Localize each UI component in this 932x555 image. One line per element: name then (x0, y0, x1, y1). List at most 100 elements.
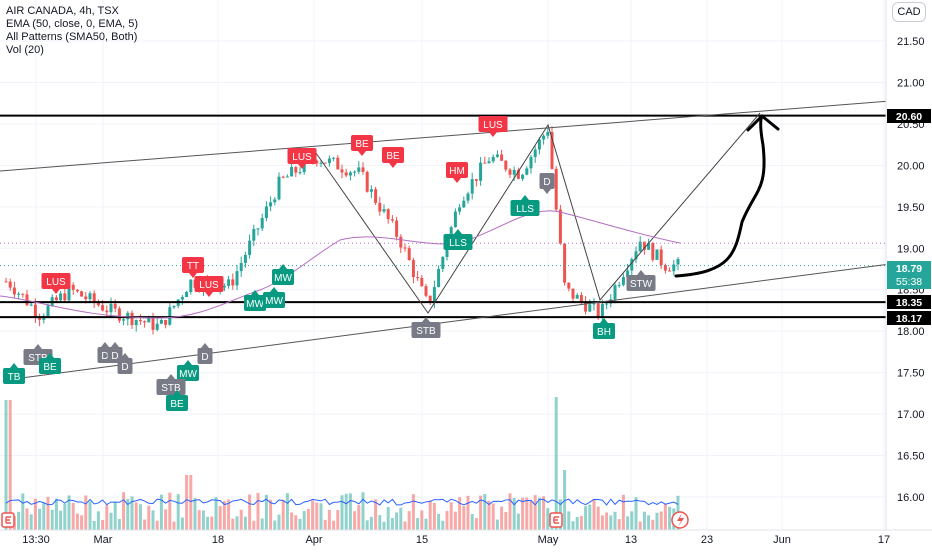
volume-bar (281, 499, 285, 530)
candle-body (155, 323, 159, 330)
candle-body (227, 279, 231, 286)
event-icons[interactable] (1, 511, 689, 529)
candle-body (33, 304, 37, 317)
volume-bar (554, 397, 558, 530)
candle-body (189, 279, 193, 293)
pattern-label-lls[interactable]: LLS (510, 195, 540, 216)
pattern-label-lus[interactable]: LUS (478, 116, 508, 137)
pattern-label-mw[interactable]: MW (272, 264, 294, 285)
candle-body (319, 162, 323, 164)
drawing-lines (0, 100, 891, 381)
pattern-label-stw[interactable]: STW (626, 270, 656, 291)
indicator-ema[interactable]: EMA (50, close, 0, EMA, 5) (6, 18, 139, 30)
pattern-label-tb[interactable]: TB (3, 363, 25, 384)
volume-bar (218, 506, 222, 530)
pattern-label-d[interactable]: D (539, 173, 555, 194)
candle-body (369, 189, 373, 192)
pattern-label-mw[interactable]: MW (177, 360, 199, 381)
pattern-label-lus[interactable]: LUS (41, 273, 71, 294)
volume-bar (512, 497, 516, 530)
volume-bar (243, 516, 247, 530)
pattern-label-be[interactable]: BE (39, 353, 61, 374)
earnings-icon[interactable] (549, 512, 563, 528)
volume-bar (453, 511, 457, 530)
volume-bar (54, 498, 58, 530)
candle-body (630, 259, 634, 271)
volume-bar (567, 511, 571, 530)
candle-body (277, 176, 281, 200)
time-tick-label: 23 (701, 534, 713, 546)
indicator-patterns[interactable]: All Patterns (SMA50, Both) (6, 31, 138, 43)
pattern-label-box (3, 368, 25, 384)
volume-bar (21, 493, 25, 530)
pattern-label-lus[interactable]: LUS (287, 148, 317, 169)
candle-body (109, 303, 113, 313)
pattern-label-tt[interactable]: TT (182, 257, 204, 278)
price-tick-label: 21.00 (897, 77, 925, 89)
pattern-label-bh[interactable]: BH (593, 318, 615, 339)
candle-body (252, 228, 256, 241)
volume-bar (151, 510, 155, 530)
pattern-label-be[interactable]: BE (382, 147, 404, 168)
candle-body (168, 307, 172, 325)
volume-bar (563, 470, 567, 530)
volume-bar (256, 492, 260, 530)
pattern-label-d[interactable]: D (117, 353, 133, 374)
volume-bar (626, 516, 630, 530)
volume-bar (470, 514, 474, 530)
price-axis[interactable]: 21.5021.0020.5020.0019.5019.0018.5018.00… (885, 0, 932, 530)
pattern-label-box (478, 116, 508, 132)
candle-body (374, 189, 378, 203)
candle-body (143, 321, 147, 323)
pattern-label-stb[interactable]: STB (156, 374, 186, 395)
price-label-text: 18.79 (896, 263, 922, 275)
earnings-icon[interactable] (1, 512, 15, 528)
pattern-label-box (197, 348, 213, 364)
volume-bar (525, 497, 529, 530)
currency-button[interactable]: CAD (892, 2, 926, 22)
pattern-label-d[interactable]: D (197, 343, 213, 364)
pattern-label-mw[interactable]: MW (244, 290, 266, 311)
volume-bar (495, 519, 499, 530)
volume-bar (214, 497, 218, 530)
pattern-label-lus[interactable]: LUS (194, 276, 224, 297)
volume-bar (546, 508, 550, 530)
pattern-label-be[interactable]: BE (351, 135, 373, 156)
time-axis[interactable]: 13:30 Mar 18 Apr 15 May 13 23 Jun 17 (0, 529, 932, 546)
candle-body (470, 179, 474, 194)
flash-icon[interactable] (671, 511, 689, 529)
price-tick-label: 16.00 (897, 492, 925, 504)
pattern-label-mw[interactable]: MW (263, 287, 285, 308)
pattern-label-pointer (358, 151, 366, 156)
candle-body (626, 270, 630, 278)
candle-body (474, 179, 478, 181)
pattern-label-stb[interactable]: STB (411, 317, 441, 338)
candle-body (651, 243, 655, 260)
volume-bar (655, 512, 659, 530)
volume-bar (84, 495, 88, 530)
pattern-label-pointer (600, 318, 608, 323)
pattern-label-box (351, 135, 373, 151)
pattern-label-hm[interactable]: HM (446, 162, 468, 183)
symbol-title[interactable]: AIR CANADA, 4h, TSX (6, 5, 119, 17)
pattern-label-lls[interactable]: LLS (443, 229, 473, 250)
volume-bar (260, 518, 264, 530)
volume-bar (176, 494, 180, 530)
indicator-volume[interactable]: Vol (20) (6, 44, 44, 56)
candle-body (466, 193, 470, 201)
pattern-label-pointer (184, 360, 192, 365)
volume-bar (458, 497, 462, 530)
volume-bar (59, 510, 63, 530)
pattern-label-be[interactable]: BE (166, 390, 188, 411)
volume-bar (500, 506, 504, 530)
volume-bar (42, 502, 46, 530)
pattern-label-box (244, 295, 266, 311)
candle-body (525, 168, 529, 175)
pattern-label-pointer (543, 189, 551, 194)
price-label-text: 20.60 (896, 111, 922, 123)
candle-body (88, 293, 92, 300)
candle-body (357, 167, 361, 172)
